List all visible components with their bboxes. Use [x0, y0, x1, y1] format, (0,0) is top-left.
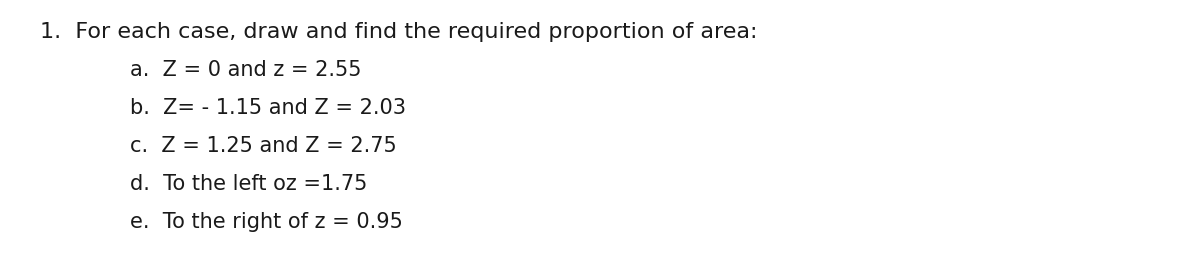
Text: b.  Z= - 1.15 and Z = 2.03: b. Z= - 1.15 and Z = 2.03	[130, 98, 405, 118]
Text: d.  To the left oz =1.75: d. To the left oz =1.75	[130, 174, 367, 194]
Text: a.  Z = 0 and z = 2.55: a. Z = 0 and z = 2.55	[130, 60, 361, 80]
Text: c.  Z = 1.25 and Z = 2.75: c. Z = 1.25 and Z = 2.75	[130, 136, 397, 156]
Text: e.  To the right of z = 0.95: e. To the right of z = 0.95	[130, 212, 403, 232]
Text: 1.  For each case, draw and find the required proportion of area:: 1. For each case, draw and find the requ…	[39, 22, 757, 42]
